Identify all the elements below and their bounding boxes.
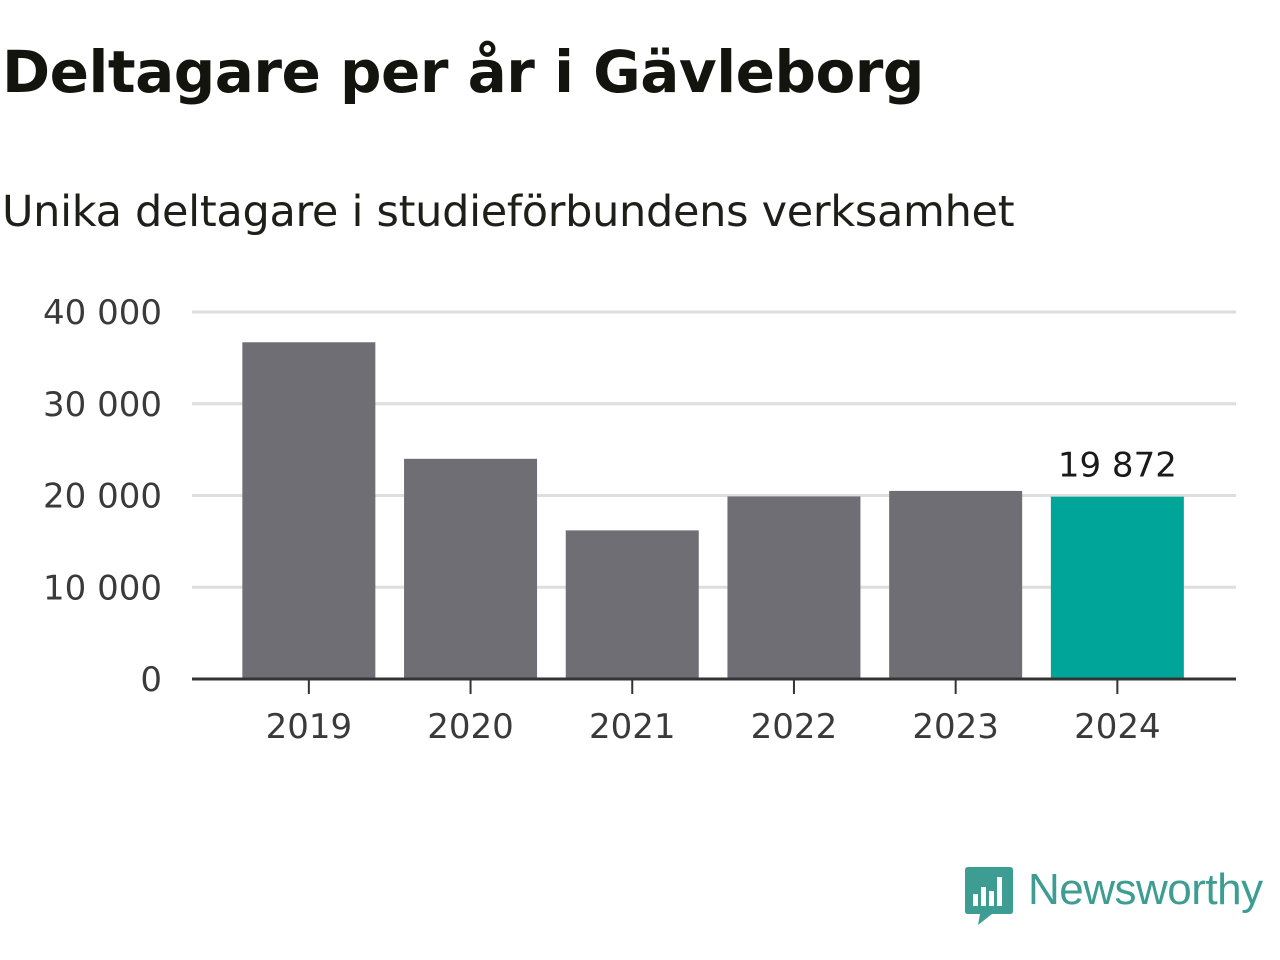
bar [727, 496, 861, 679]
x-tick-label: 2021 [589, 707, 676, 747]
y-tick-label: 20 000 [43, 477, 162, 517]
y-axis-ticks: 0 10 000 20 000 30 000 40 000 [43, 293, 162, 700]
bars [242, 342, 1184, 679]
bar [1050, 496, 1184, 679]
brand-name: Newsworthy [1028, 865, 1263, 914]
bar [404, 458, 538, 679]
brand-logo: Newsworthy [964, 864, 1263, 928]
bar [565, 530, 699, 679]
x-tick-label: 2020 [427, 707, 514, 747]
bar [242, 342, 376, 679]
x-tick-label: 2019 [266, 707, 353, 747]
annotations: 19 872 [1058, 446, 1177, 486]
value-label: 19 872 [1058, 446, 1177, 486]
chart-subtitle: Unika deltagare i studieförbundens verks… [2, 187, 1015, 237]
y-tick-label: 0 [140, 660, 162, 700]
y-tick-label: 30 000 [43, 385, 162, 425]
newsworthy-logo-icon [965, 867, 1013, 925]
chart-title: Deltagare per år i Gävleborg [2, 38, 924, 106]
x-tick-label: 2024 [1074, 707, 1161, 747]
x-tick-label: 2022 [751, 707, 838, 747]
x-tick-label: 2023 [912, 707, 999, 747]
x-axis-ticks: 2019 2020 2021 2022 2023 2024 [266, 707, 1161, 747]
bar [889, 490, 1023, 679]
x-axis [192, 677, 1236, 694]
y-tick-label: 10 000 [43, 568, 162, 608]
y-tick-label: 40 000 [43, 293, 162, 333]
